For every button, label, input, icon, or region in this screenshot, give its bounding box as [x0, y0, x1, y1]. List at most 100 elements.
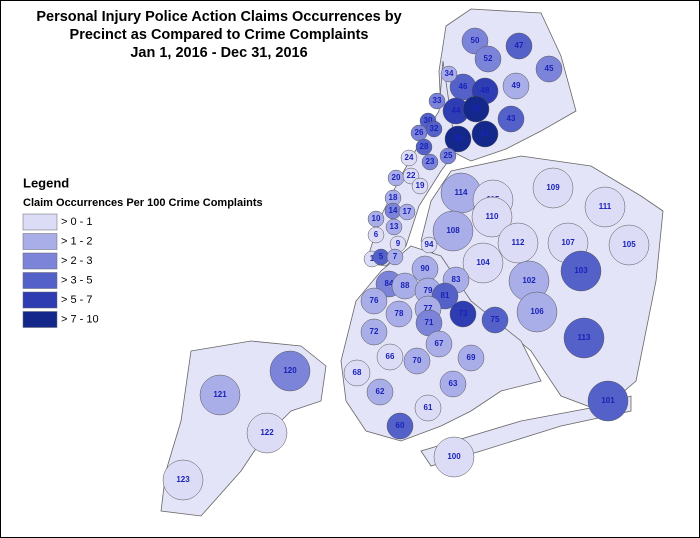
precinct-label: 69	[467, 353, 476, 362]
precinct-area	[403, 347, 431, 375]
precinct-label: 102	[522, 276, 536, 285]
legend-label: > 5 - 7	[61, 294, 93, 306]
legend-swatch	[22, 272, 58, 289]
precinct-area	[385, 218, 403, 236]
precinct-label: 10	[372, 214, 381, 223]
precinct-label: 75	[491, 315, 500, 324]
precinct-label: 6	[374, 230, 379, 239]
legend-label: > 7 - 10	[61, 313, 99, 325]
precinct-label: 70	[413, 356, 422, 365]
precinct-label: 1	[370, 254, 375, 263]
precinct-label: 46	[459, 82, 468, 91]
precinct-label: 72	[370, 327, 379, 336]
precinct-area	[449, 300, 477, 328]
precinct-area	[376, 343, 404, 371]
precinct-label: 42	[472, 104, 481, 113]
precinct-label: 101	[601, 396, 615, 405]
precinct-label: 17	[403, 207, 412, 216]
precinct-label: 71	[425, 318, 434, 327]
precinct-label: 68	[353, 368, 362, 377]
precinct-area	[343, 359, 371, 387]
precinct-label: 43	[507, 114, 516, 123]
precinct-label: 22	[407, 171, 416, 180]
precinct-label: 5	[379, 252, 384, 261]
precinct-label: 103	[574, 266, 588, 275]
precinct-area	[414, 394, 442, 422]
precinct-area	[440, 65, 458, 83]
precinct-label: 121	[213, 390, 227, 399]
legend-swatch	[22, 252, 58, 270]
precinct-area	[481, 306, 509, 334]
precinct-label: 45	[545, 64, 554, 73]
precinct-label: 106	[530, 307, 544, 316]
precinct-label: 19	[416, 181, 425, 190]
precinct-label: 90	[421, 264, 430, 273]
precinct-label: 33	[433, 96, 442, 105]
precinct-label: 107	[561, 238, 575, 247]
precinct-area	[439, 147, 457, 165]
precinct-area	[385, 300, 413, 328]
precinct-label: 104	[476, 258, 490, 267]
precinct-area	[471, 120, 499, 148]
title-line: Personal Injury Police Action Claims Occ…	[36, 9, 401, 25]
precinct-label: 34	[445, 69, 454, 78]
precinct-label: 18	[389, 193, 398, 202]
precinct-label: 49	[512, 81, 521, 90]
precinct-label: 13	[390, 222, 399, 231]
legend-swatch	[22, 213, 58, 231]
precinct-area	[457, 344, 485, 372]
precinct-area	[502, 72, 530, 100]
precinct-label: 88	[401, 281, 410, 290]
precinct-area	[199, 374, 241, 416]
precinct-label: 61	[424, 403, 433, 412]
precinct-area	[535, 55, 563, 83]
precinct-label: 83	[452, 275, 461, 284]
legend-title: Legend	[23, 175, 69, 190]
legend: Legend Claim Occurrences Per 100 Crime Co…	[22, 175, 263, 328]
precinct-area	[411, 177, 429, 195]
precinct-label: 50	[471, 36, 480, 45]
precinct-label: 60	[396, 421, 405, 430]
precinct-label: 62	[376, 387, 385, 396]
precinct-label: 23	[426, 157, 435, 166]
precinct-area	[421, 153, 439, 171]
precinct-area	[360, 287, 388, 315]
precinct-area	[366, 378, 394, 406]
precinct-label: 9	[396, 239, 401, 248]
precinct-area	[497, 222, 539, 264]
precinct-label: 41	[481, 129, 490, 138]
precinct-area	[367, 226, 385, 244]
precinct-area	[471, 196, 513, 238]
precinct-label: 113	[578, 333, 591, 342]
title: Personal Injury Police Action Claims Occ…	[36, 9, 401, 61]
precinct-area	[444, 125, 472, 153]
precinct-label: 7	[393, 252, 398, 261]
precinct-label: 14	[389, 206, 398, 215]
legend-swatch	[22, 291, 58, 309]
precinct-area	[420, 236, 438, 254]
precinct-area	[505, 32, 533, 60]
legend-swatch	[22, 311, 58, 328]
title-line: Precinct as Compared to Crime Complaints	[70, 27, 369, 43]
precinct-label: 112	[512, 238, 525, 247]
precinct-area	[269, 350, 311, 392]
precinct-area	[386, 412, 414, 440]
precinct-label: 52	[484, 54, 493, 63]
precinct-label: 84	[385, 279, 394, 288]
precinct-label: 114	[455, 188, 468, 197]
precinct-area	[162, 459, 204, 501]
precinct-label: 110	[486, 212, 499, 221]
precinct-area	[415, 138, 433, 156]
precinct-label: 30	[424, 116, 433, 125]
precinct-area	[608, 224, 650, 266]
precinct-label: 105	[622, 240, 636, 249]
precinct-area	[587, 380, 629, 422]
legend-label: > 2 - 3	[61, 255, 93, 267]
precinct-label: 76	[370, 296, 379, 305]
precinct-label: 26	[415, 128, 424, 137]
precinct-area	[584, 186, 626, 228]
precinct-label: 66	[386, 352, 395, 361]
precinct-area	[462, 242, 504, 284]
